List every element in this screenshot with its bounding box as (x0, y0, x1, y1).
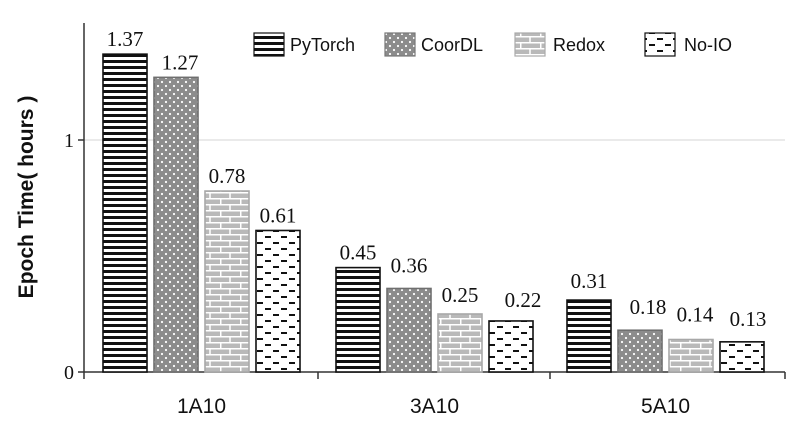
data-label-coordl-5a10: 0.18 (630, 295, 667, 319)
data-label-pytorch-3a10: 0.45 (340, 241, 377, 265)
y-tick-label-0: 0 (64, 362, 74, 384)
bar-no-io-5a10 (719, 341, 765, 373)
data-labels: 1.37 1.27 0.78 0.61 0.45 0.36 0.25 0.22 0.31 0.18… (107, 27, 767, 331)
data-label-coordl-3a10: 0.36 (391, 253, 428, 277)
legend-item-pytorch: PyTorch (253, 32, 355, 57)
bar-pytorch-1a10 (102, 53, 148, 373)
legend-item-redox: Redox (514, 32, 605, 57)
bar-pytorch-5a10 (566, 299, 612, 373)
bar-redox-5a10 (668, 338, 714, 373)
tick-marks (78, 139, 786, 379)
legend-item-noio: No-IO (644, 32, 732, 57)
legend-swatch-noio (644, 32, 676, 57)
y-tick-label-1: 1 (64, 130, 74, 152)
bar-coordl-1a10 (153, 76, 199, 373)
category-label-1a10: 1A10 (177, 395, 226, 418)
legend-swatch-pytorch (253, 32, 285, 57)
data-label-redox-3a10: 0.25 (442, 283, 479, 307)
data-label-pytorch-1a10: 1.37 (107, 27, 144, 51)
data-label-pytorch-5a10: 0.31 (571, 269, 608, 293)
y-tick-labels: 01 (64, 130, 74, 384)
data-label-no-io-3a10: 0.22 (505, 288, 542, 312)
data-label-coordl-1a10: 1.27 (162, 50, 199, 74)
legend-item-coordl: CoorDL (384, 32, 483, 57)
legend-label-pytorch: PyTorch (290, 35, 355, 55)
bar-pytorch-3a10 (335, 266, 381, 373)
legend-swatch-redox (514, 32, 546, 57)
bar-redox-3a10 (437, 313, 483, 373)
legend: PyTorch CoorDL Redox No-IO (253, 32, 732, 57)
legend-label-coordl: CoorDL (421, 35, 483, 55)
data-label-no-io-1a10: 0.61 (260, 203, 297, 227)
bar-redox-1a10 (204, 190, 250, 373)
category-label-3a10: 3A10 (410, 395, 459, 418)
legend-label-redox: Redox (553, 35, 605, 55)
bars (102, 53, 765, 373)
data-label-redox-1a10: 0.78 (209, 164, 246, 188)
data-label-no-io-5a10: 0.13 (730, 307, 767, 331)
category-label-5a10: 5A10 (641, 395, 690, 418)
legend-label-noio: No-IO (684, 35, 732, 55)
y-axis-label: Epoch Time( hours ) (15, 96, 38, 299)
bar-coordl-5a10 (617, 329, 663, 373)
data-label-redox-5a10: 0.14 (677, 303, 714, 327)
category-labels: 1A10 3A10 5A10 (177, 395, 690, 418)
bar-no-io-3a10 (488, 320, 534, 373)
bar-no-io-1a10 (255, 229, 301, 373)
bar-coordl-3a10 (386, 287, 432, 373)
legend-swatch-coordl (384, 32, 416, 57)
